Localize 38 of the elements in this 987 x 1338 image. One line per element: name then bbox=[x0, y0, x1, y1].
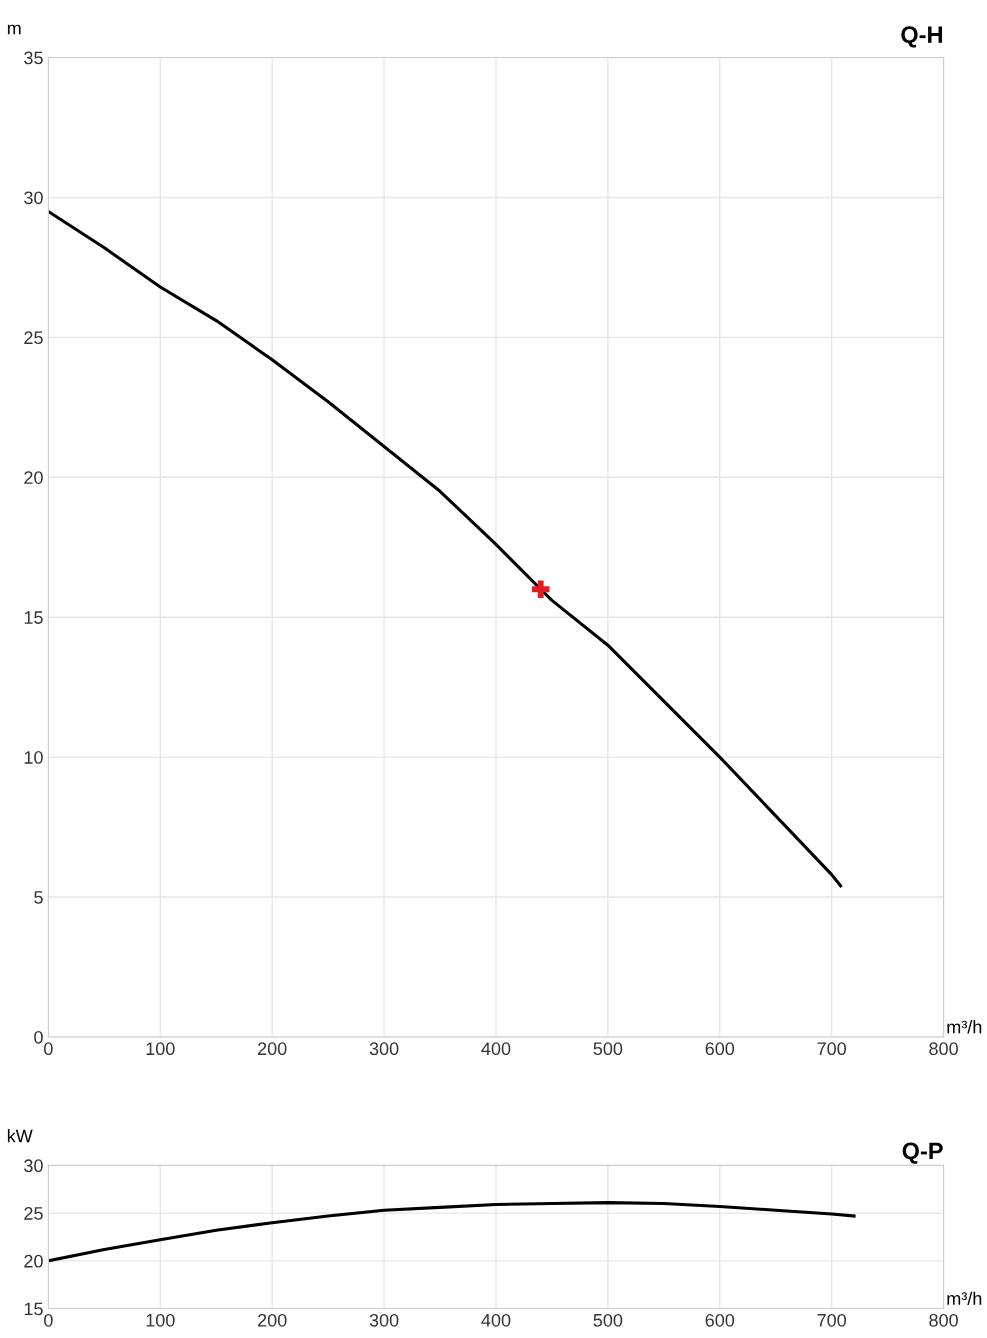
y-tick-label: 5 bbox=[34, 891, 43, 904]
line-series bbox=[48, 209, 843, 888]
y-tick-label: 15 bbox=[24, 611, 43, 624]
x-tick-label: 300 bbox=[369, 1042, 399, 1056]
x-tick-label: 200 bbox=[258, 1313, 287, 1327]
x-tick-label: 700 bbox=[817, 1313, 847, 1327]
chart-title: Q-P bbox=[902, 1142, 943, 1164]
x-tick-label: 300 bbox=[369, 1313, 399, 1327]
x-tick-label: 0 bbox=[44, 1042, 53, 1056]
y-axis-title: m bbox=[7, 24, 21, 35]
y-tick-label: 15 bbox=[24, 1302, 43, 1316]
x-tick-label: 800 bbox=[929, 1042, 958, 1056]
y-tick-label: 25 bbox=[24, 331, 43, 345]
y-tick-label: 30 bbox=[24, 1159, 43, 1173]
chart-title: Q-H bbox=[901, 26, 942, 48]
x-tick-label: 200 bbox=[258, 1042, 287, 1056]
line-series bbox=[48, 1201, 856, 1263]
x-axis-title: m³/h bbox=[947, 1291, 982, 1305]
x-axis-title: m³/h bbox=[947, 1020, 982, 1034]
y-tick-label: 10 bbox=[24, 751, 43, 764]
x-tick-label: 500 bbox=[593, 1042, 623, 1056]
y-axis-title: kW bbox=[7, 1129, 33, 1143]
x-tick-label: 600 bbox=[705, 1042, 735, 1056]
x-tick-label: 100 bbox=[146, 1313, 175, 1327]
y-tick-label: 25 bbox=[24, 1207, 43, 1220]
y-tick-label: 20 bbox=[24, 471, 43, 484]
x-tick-label: 100 bbox=[146, 1042, 175, 1056]
x-tick-label: 700 bbox=[817, 1042, 847, 1056]
y-tick-label: 20 bbox=[24, 1254, 43, 1268]
y-tick-label: 35 bbox=[24, 51, 43, 65]
x-tick-label: 600 bbox=[705, 1313, 735, 1327]
x-tick-label: 0 bbox=[44, 1313, 53, 1327]
y-tick-label: 30 bbox=[24, 191, 43, 205]
x-tick-label: 400 bbox=[481, 1313, 511, 1327]
x-tick-label: 500 bbox=[593, 1313, 623, 1327]
x-tick-label: 800 bbox=[929, 1313, 958, 1327]
x-tick-label: 400 bbox=[481, 1042, 511, 1056]
y-tick-label: 0 bbox=[34, 1030, 43, 1044]
